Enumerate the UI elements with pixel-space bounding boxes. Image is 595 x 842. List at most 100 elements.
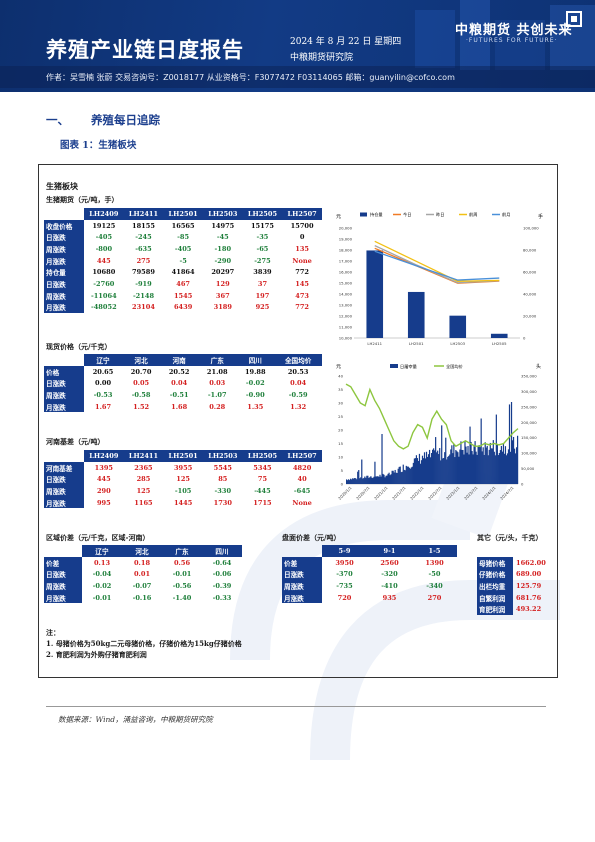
table-row: 周涨跌 -0.53 -0.58 -0.51 -1.07 -0.90 -0.59 [44,389,322,401]
volume-bar [381,434,383,484]
volume-bar [420,460,423,484]
volume-bar [375,476,377,484]
volume-bar [446,459,448,484]
volume-bar [506,453,509,484]
table-cell: 1395 [94,463,113,472]
table-cell: 1390 [425,558,444,567]
legend-swatch [360,212,367,217]
volume-bar [514,453,517,484]
volume-bar [475,451,477,484]
volume-bar [401,471,403,484]
table-row: 价差 0.13 0.18 0.56 -0.64 [44,556,242,569]
volume-bar [392,470,394,484]
table-cell: 772 [295,268,310,277]
volume-bar [397,468,399,484]
row-label: 日涨跌 [44,568,82,581]
volume-bar [373,476,375,484]
volume-bar [485,447,487,484]
table-cell: 37 [257,279,268,288]
volume-bar [462,449,464,484]
column-header: 1-5 [412,545,457,557]
spot-caption: 现货价格（元/千克） [46,342,112,351]
table-cell: 445 [96,475,111,484]
futures-curve-chart: 元 手 20,000 19,000 18,000 17,000 16,000 15,000 14… [328,206,550,348]
volume-bar [417,460,420,484]
report-date: 2024 年 8 月 22 日 星期四 [290,37,402,47]
series-line [374,247,500,284]
column-header: 河北 [122,545,162,557]
y-tick-label: 10,000 [339,336,353,341]
volume-bar [386,475,388,484]
table-cell: 3950 [335,558,354,567]
volume-bar [394,469,396,484]
volume-bar [421,455,424,484]
row-label: 日涨跌 [44,231,84,244]
table-row: 周涨跌 290 125 -105 -330 -445 -645 [44,485,322,497]
column-header: LH2503 [202,450,243,462]
row-label: 日涨跌 [44,377,84,390]
table-cell: -0.02 [245,379,265,388]
table-cell: 41864 [171,268,195,277]
table-cell: 772 [295,303,310,312]
column-header: LH2507 [282,208,322,220]
row-label: 日涨跌 [44,278,84,290]
table-cell: 1662.00 [516,558,546,567]
basis-table: LH2409 LH2411 LH2501 LH2503 LH2505 LH2507 河南基差… [44,450,322,509]
y-tick-label: 40 [338,374,343,379]
volume-bar [346,479,348,484]
legend-label: 日屠宰量 [400,363,417,370]
volume-bar [459,449,461,484]
table-cell: -50 [428,570,441,579]
right-axis-unit: 头 [536,363,541,370]
header-corner [44,354,84,366]
volume-bar [371,477,373,484]
x-tick-label: 2020/1/1 [337,485,353,501]
x-tick-label: 2021/1/1 [373,485,389,501]
bar [366,250,384,338]
volume-bar [360,477,362,484]
volume-bar [496,444,498,484]
other-caption: 其它（元/头，千克） [477,533,543,542]
row-label: 出栏均重 [477,580,513,592]
volume-bar [435,437,437,484]
table-cell: 19125 [92,221,116,230]
volume-bar [422,458,425,484]
y-tick-label: 19,000 [339,237,353,242]
table-cell: 493.22 [516,605,542,614]
volume-bar [385,475,387,484]
volume-bar [411,466,413,484]
volume-bar [452,453,454,484]
table-cell: -2760 [93,279,115,288]
volume-bar [445,437,447,484]
column-header: 四川 [202,545,242,557]
table-cell: 15175 [250,221,274,230]
volume-bar [499,450,501,484]
volume-bar [390,474,392,484]
table-cell: 445 [96,256,111,265]
bar [449,315,467,338]
regional-caption: 区域价差（元/千克，区域-河南） [46,533,150,542]
table-cell: -0.01 [172,570,192,579]
volume-bar [426,456,429,484]
x-tick-label: LH2505 [492,341,507,346]
volume-bar [443,457,445,484]
volume-bar [413,458,415,484]
volume-bar [439,448,441,484]
table-row: 月涨跌 1.67 1.52 1.68 0.28 1.35 1.32 [44,400,322,413]
legend-label: 全国均价 [446,363,464,370]
series-line [374,250,500,281]
volume-bar [493,451,495,484]
volume-bar [478,445,480,484]
volume-bar [453,443,455,484]
table-cell: 689.00 [516,570,542,579]
volume-bar [410,467,412,484]
table-cell: -85 [177,233,190,242]
header-spacer [477,545,552,557]
column-header: 5-9 [322,545,367,557]
table-cell: 367 [215,291,230,300]
table-cell: -2148 [132,291,155,300]
slaughter-price-svg: 元 头 日屠宰量 全国均价 40 35 30 25 20 15 10 5 0 350,000 300,000… [336,363,541,501]
table-cell: 3839 [253,268,272,277]
x-tick-label: LH2411 [367,341,382,346]
table-cell: -0.64 [212,558,232,567]
